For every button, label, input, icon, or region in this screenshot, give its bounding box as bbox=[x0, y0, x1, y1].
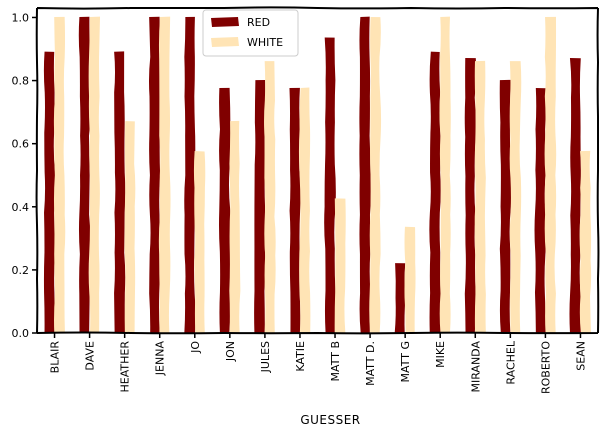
y-tick-label: 0.4 bbox=[12, 201, 30, 214]
x-tick-label: MIRANDA bbox=[469, 341, 482, 393]
x-tick-label: KATIE bbox=[294, 341, 307, 372]
bar-red-jenna bbox=[148, 16, 161, 334]
bar-white-jo bbox=[193, 151, 206, 334]
bar-red-roberto bbox=[534, 87, 547, 334]
bar-white-rachel bbox=[509, 61, 522, 334]
x-tick-label: MATT D. bbox=[364, 341, 377, 386]
x-tick-label: JENNA bbox=[154, 341, 167, 377]
bar-white-mike bbox=[439, 16, 451, 334]
bar-white-sean bbox=[579, 150, 592, 334]
legend-label-red: RED bbox=[247, 16, 270, 29]
bar-white-matt-d bbox=[369, 16, 382, 334]
bar-red-miranda bbox=[464, 57, 477, 334]
x-tick-label: MATT G bbox=[399, 341, 412, 382]
x-tick-label: JO bbox=[189, 341, 202, 354]
y-tick-label: 0.2 bbox=[12, 264, 30, 277]
legend: RED WHITE bbox=[202, 9, 299, 57]
bar-white-jenna bbox=[158, 16, 171, 334]
bar-red-blair bbox=[43, 51, 56, 334]
x-tick-label: DAVE bbox=[84, 341, 97, 371]
bar-red-heather bbox=[114, 51, 126, 334]
y-tick-label: 0.8 bbox=[12, 75, 30, 88]
y-tick-label: 1.0 bbox=[12, 11, 30, 24]
x-ticks: BLAIR DAVE HEATHER JENNA JO JON JULES KATIE MATT… bbox=[49, 333, 587, 394]
legend-swatch-red bbox=[211, 17, 239, 27]
x-tick-label: MIKE bbox=[434, 341, 447, 368]
bar-red-matt-g bbox=[394, 263, 406, 334]
x-tick-label: HEATHER bbox=[119, 341, 132, 393]
bar-white-matt-b bbox=[334, 198, 346, 334]
bar-white-jon bbox=[229, 120, 241, 334]
x-tick-label: JON bbox=[224, 341, 237, 362]
bar-white-heather bbox=[124, 121, 136, 334]
legend-label-white: WHITE bbox=[247, 36, 283, 49]
bar-red-sean bbox=[569, 57, 582, 334]
bar-red-matt-b bbox=[324, 37, 336, 334]
bar-white-blair bbox=[53, 16, 66, 334]
bar-red-jon bbox=[218, 87, 231, 334]
bar-red-jules bbox=[254, 79, 266, 334]
bars-layer bbox=[43, 16, 592, 334]
x-axis-label: GUESSER bbox=[300, 413, 360, 427]
bar-red-jo bbox=[184, 16, 196, 334]
bar-white-matt-g bbox=[404, 226, 416, 334]
bar-red-katie bbox=[289, 87, 301, 334]
bar-red-mike bbox=[429, 51, 441, 334]
y-tick-label: 0.6 bbox=[12, 138, 30, 151]
x-tick-label: ROBERTO bbox=[539, 341, 552, 394]
legend-swatch-white bbox=[211, 37, 239, 47]
axes-frame bbox=[35, 6, 600, 335]
bar-red-rachel bbox=[499, 79, 512, 334]
bar-white-katie bbox=[298, 87, 311, 334]
x-tick-label: RACHEL bbox=[504, 340, 517, 384]
bar-white-dave bbox=[88, 16, 101, 334]
x-tick-label: JULES bbox=[259, 341, 272, 373]
x-tick-label: BLAIR bbox=[49, 341, 62, 374]
x-tick-label: SEAN bbox=[574, 341, 587, 371]
bar-white-roberto bbox=[544, 16, 557, 334]
bar-red-dave bbox=[78, 16, 91, 334]
bar-red-matt-d bbox=[359, 16, 371, 334]
bar-white-jules bbox=[264, 61, 276, 334]
x-tick-label: MATT B bbox=[329, 341, 342, 381]
y-ticks: 0.0 0.2 0.4 0.6 0.8 1.0 bbox=[12, 11, 37, 340]
bar-white-miranda bbox=[474, 60, 486, 334]
y-tick-label: 0.0 bbox=[12, 327, 30, 340]
